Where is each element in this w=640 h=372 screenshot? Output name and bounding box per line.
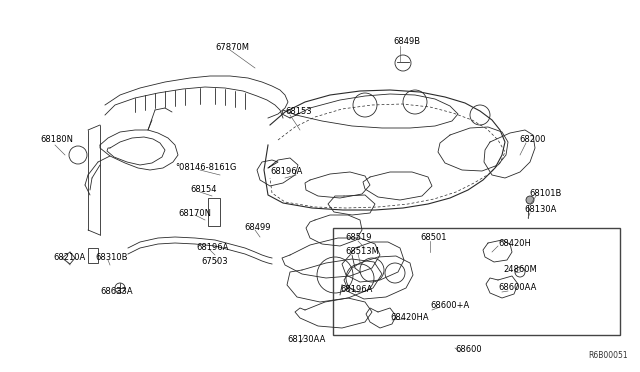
Bar — [208, 198, 220, 226]
Text: 68519: 68519 — [345, 234, 371, 243]
Text: 68513M: 68513M — [345, 247, 379, 257]
Text: 68196A: 68196A — [340, 285, 372, 295]
Text: R6B00051: R6B00051 — [588, 351, 628, 360]
Text: 68420H: 68420H — [498, 238, 531, 247]
Bar — [333, 228, 620, 335]
Text: 68600: 68600 — [455, 346, 482, 355]
Text: °08146-8161G: °08146-8161G — [175, 164, 236, 173]
Text: 68130A: 68130A — [524, 205, 556, 215]
Text: 68501: 68501 — [420, 234, 447, 243]
Text: 68420HA: 68420HA — [390, 314, 429, 323]
Text: 68200: 68200 — [519, 135, 545, 144]
Text: 68210A: 68210A — [53, 253, 85, 263]
Circle shape — [526, 196, 534, 204]
Bar — [88, 248, 98, 263]
Text: 6849B: 6849B — [393, 38, 420, 46]
Text: 67503: 67503 — [201, 257, 228, 266]
Text: 68499: 68499 — [244, 224, 271, 232]
Text: 68600+A: 68600+A — [430, 301, 469, 310]
Text: 68154: 68154 — [190, 186, 216, 195]
Text: 67870M: 67870M — [215, 42, 249, 51]
Text: 68153: 68153 — [285, 108, 312, 116]
Text: 68196A: 68196A — [196, 243, 228, 251]
Text: 68600AA: 68600AA — [498, 283, 536, 292]
Text: 68196A: 68196A — [270, 167, 302, 176]
Text: 68180N: 68180N — [40, 135, 73, 144]
Text: 68310B: 68310B — [95, 253, 127, 263]
Text: 68633A: 68633A — [100, 286, 132, 295]
Text: 68130AA: 68130AA — [287, 336, 325, 344]
Text: 24860M: 24860M — [503, 266, 537, 275]
Text: 68101B: 68101B — [529, 189, 561, 198]
Text: 68170N: 68170N — [178, 208, 211, 218]
